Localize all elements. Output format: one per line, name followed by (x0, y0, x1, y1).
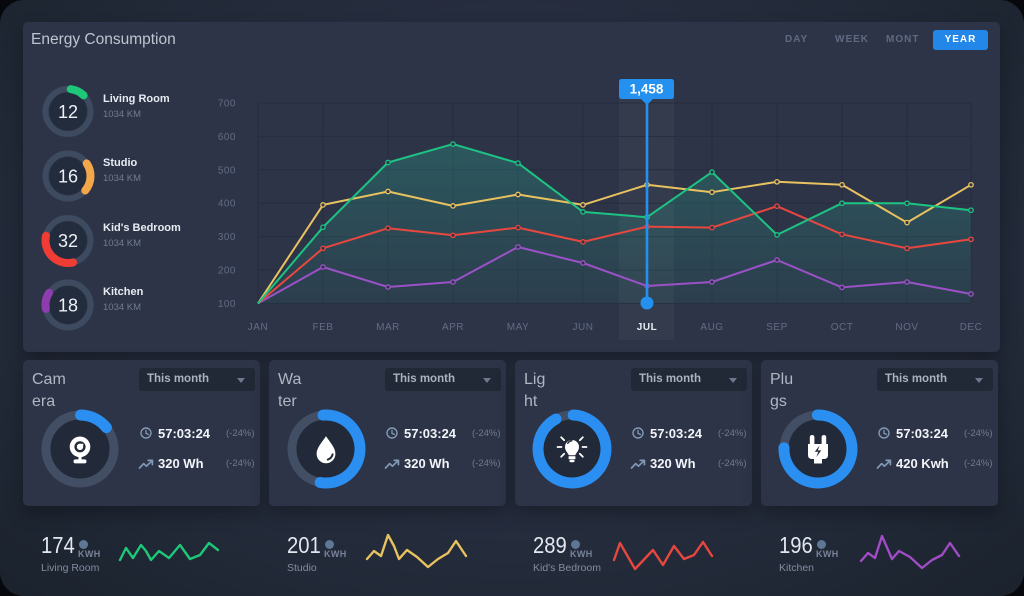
svg-text:MAR: MAR (376, 322, 400, 333)
svg-text:500: 500 (218, 165, 236, 176)
svg-text:OCT: OCT (831, 322, 854, 333)
svg-text:200: 200 (218, 266, 236, 277)
svg-text:JUN: JUN (573, 322, 594, 333)
svg-text:JUL: JUL (637, 322, 657, 333)
svg-text:JAN: JAN (248, 322, 268, 333)
svg-text:DEC: DEC (960, 322, 983, 333)
svg-text:300: 300 (218, 232, 236, 243)
svg-text:700: 700 (218, 99, 236, 110)
svg-text:12: 12 (58, 102, 78, 122)
svg-text:1,458: 1,458 (630, 82, 664, 97)
svg-text:APR: APR (442, 322, 464, 333)
svg-text:100: 100 (218, 299, 236, 310)
svg-text:NOV: NOV (895, 322, 918, 333)
svg-text:600: 600 (218, 132, 236, 143)
svg-text:400: 400 (218, 199, 236, 210)
svg-text:AUG: AUG (700, 322, 723, 333)
svg-text:18: 18 (58, 296, 78, 316)
svg-text:16: 16 (58, 167, 78, 187)
svg-text:SEP: SEP (766, 322, 788, 333)
svg-text:FEB: FEB (313, 322, 334, 333)
svg-text:32: 32 (58, 231, 78, 251)
svg-text:MAY: MAY (507, 322, 529, 333)
